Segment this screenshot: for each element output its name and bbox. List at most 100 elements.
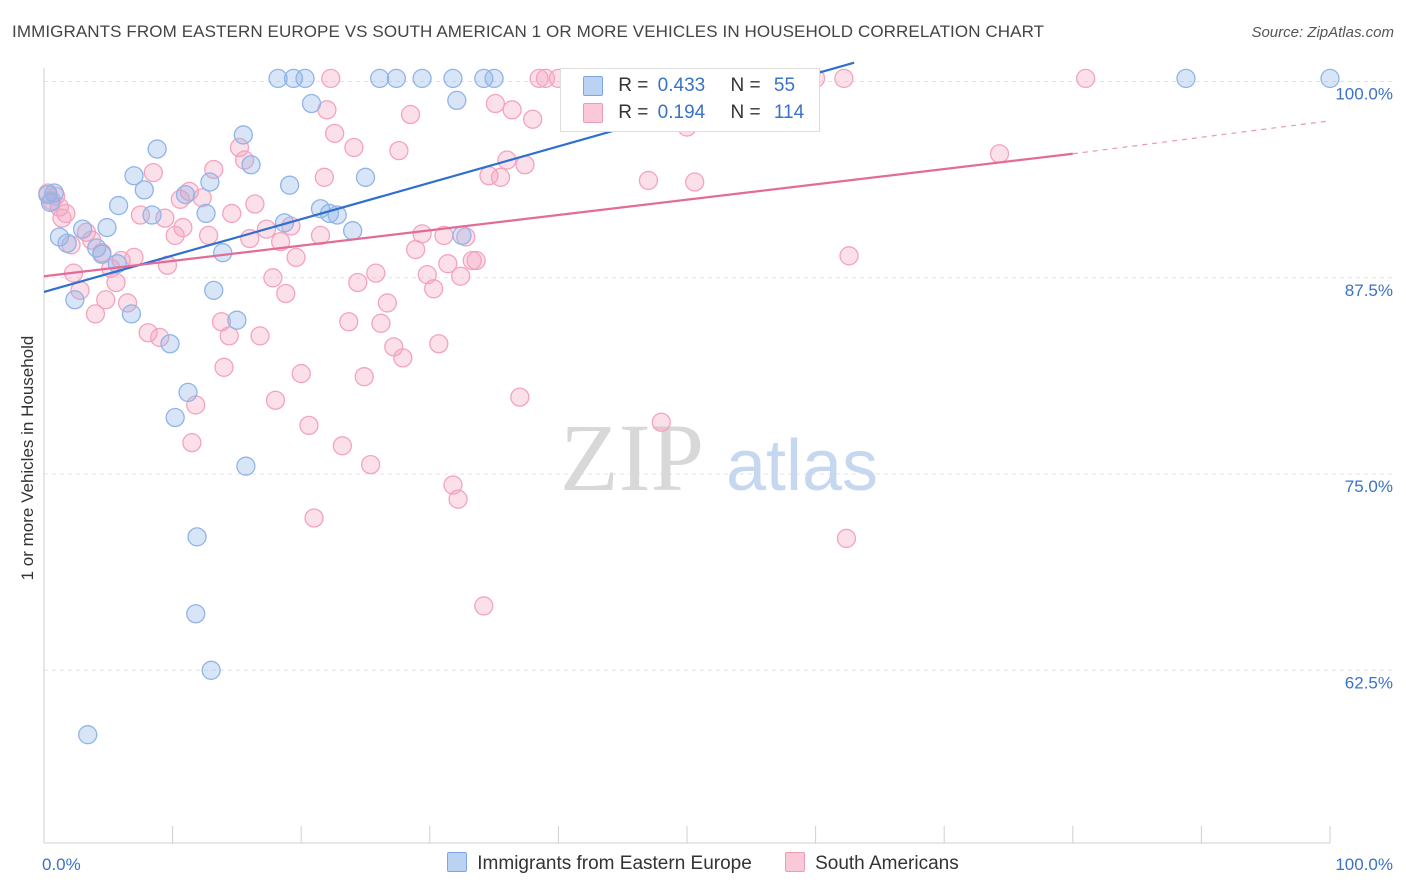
series-label: Immigrants from Eastern Europe (477, 853, 752, 874)
south-americans-point (354, 367, 374, 387)
eastern-europe-point (200, 172, 220, 192)
eastern-europe-point (241, 155, 261, 175)
south-americans-trend-line (43, 152, 1073, 278)
south-americans-point (270, 232, 291, 252)
eastern-europe-point (386, 68, 407, 89)
south-americans-point (1076, 68, 1096, 89)
south-americans-point (204, 159, 224, 180)
axes (43, 68, 1331, 844)
south-americans-point (96, 290, 116, 310)
eastern-europe-point (147, 139, 167, 159)
south-americans-point (393, 348, 413, 368)
south-americans-point (222, 203, 242, 224)
source-credit: Source: ZipAtlas.com (1251, 24, 1394, 41)
series-swatch-pink (785, 852, 806, 872)
eastern-europe-point (186, 604, 206, 624)
south-americans-point (448, 489, 468, 509)
eastern-europe-point (342, 221, 363, 241)
series-swatch-blue (447, 852, 468, 872)
eastern-europe-point (236, 456, 256, 476)
eastern-europe-point (78, 725, 98, 745)
chart-title: IMMIGRANTS FROM EASTERN EUROPE VS SOUTH … (12, 22, 1045, 41)
eastern-europe-point (443, 68, 463, 89)
south-americans-point (165, 225, 185, 246)
south-americans-point (250, 326, 270, 346)
x-tick-label-max: 100.0% (1335, 855, 1393, 874)
south-americans-point (366, 263, 386, 283)
south-americans-point (299, 415, 319, 436)
eastern-europe-point (355, 167, 376, 187)
tick-labels: 100.0% 87.5% 75.0% 62.5% 0.0% 100.0% (42, 85, 1393, 874)
south-americans-point (245, 194, 265, 214)
legend-r-label: R = (618, 75, 649, 96)
series-label: South Americans (815, 853, 959, 874)
eastern-europe-point (92, 244, 112, 264)
eastern-europe-point (187, 527, 207, 547)
eastern-europe-point (134, 180, 154, 200)
south-americans-point (117, 293, 138, 313)
eastern-europe-point (97, 217, 117, 238)
series-legend: Immigrants from Eastern Europe South Ame… (0, 852, 1406, 875)
south-americans-point (412, 224, 432, 244)
south-americans-point (989, 144, 1010, 164)
south-americans-point (192, 188, 212, 208)
south-americans-point (198, 225, 219, 246)
eastern-europe-point (295, 68, 315, 89)
south-americans-point (360, 454, 381, 475)
south-americans-point (834, 68, 854, 89)
south-americans-point (490, 167, 511, 187)
eastern-europe-point (474, 68, 494, 89)
south-americans-point (443, 475, 463, 495)
eastern-europe-point (72, 219, 93, 239)
south-americans-point (182, 432, 202, 453)
south-americans-point (291, 363, 311, 384)
y-tick-label: 87.5% (1345, 281, 1393, 300)
eastern-europe-point (213, 243, 233, 263)
eastern-europe-point (227, 310, 247, 330)
eastern-europe-point (142, 205, 162, 225)
south-americans-point (344, 137, 364, 158)
y-tick-label: 100.0% (1335, 85, 1393, 104)
eastern-europe-point (301, 93, 322, 114)
south-americans-point (371, 313, 391, 333)
south-americans-point (265, 390, 286, 410)
legend-swatch-pink (583, 102, 603, 123)
eastern-europe-point (40, 192, 61, 213)
eastern-europe-point (165, 407, 185, 428)
eastern-europe-point (49, 227, 70, 247)
eastern-europe-point (204, 280, 224, 301)
legend-swatch-blue (583, 75, 603, 96)
legend-r-label: R = (618, 102, 649, 123)
south-americans-point (321, 68, 341, 89)
south-americans-point (523, 109, 543, 129)
y-tick-label: 62.5% (1345, 673, 1393, 692)
watermark: ZIP atlas (560, 404, 878, 511)
south-americans-point (466, 250, 486, 271)
south-americans-point (150, 327, 170, 348)
south-americans-point (685, 172, 705, 192)
watermark-atlas: atlas (726, 426, 878, 506)
eastern-europe-point (175, 184, 196, 205)
eastern-europe-point (412, 68, 432, 89)
legend-row-eastern-europe: R = 0.433 N = 55 (583, 75, 795, 99)
legend-n-value: 114 (773, 102, 805, 123)
south-americans-point (276, 283, 296, 304)
south-americans-point (229, 137, 250, 158)
eastern-europe-point (452, 225, 472, 246)
eastern-europe-point (1320, 68, 1340, 89)
south-americans-point (529, 68, 549, 89)
south-americans-point (143, 162, 163, 183)
south-americans-point (429, 334, 449, 354)
legend-n-label: N = (730, 75, 761, 96)
eastern-europe-point (484, 68, 504, 89)
south-americans-point (263, 268, 283, 288)
south-americans-point (339, 312, 359, 332)
eastern-europe-point (201, 660, 221, 680)
data-points (38, 68, 1340, 745)
eastern-europe-point (57, 233, 77, 253)
series-legend-south-americans: South Americans (785, 852, 959, 875)
south-americans-point (474, 596, 494, 616)
eastern-europe-point (268, 68, 288, 89)
south-americans-point (400, 104, 421, 125)
legend-n-value: 55 (773, 75, 796, 96)
